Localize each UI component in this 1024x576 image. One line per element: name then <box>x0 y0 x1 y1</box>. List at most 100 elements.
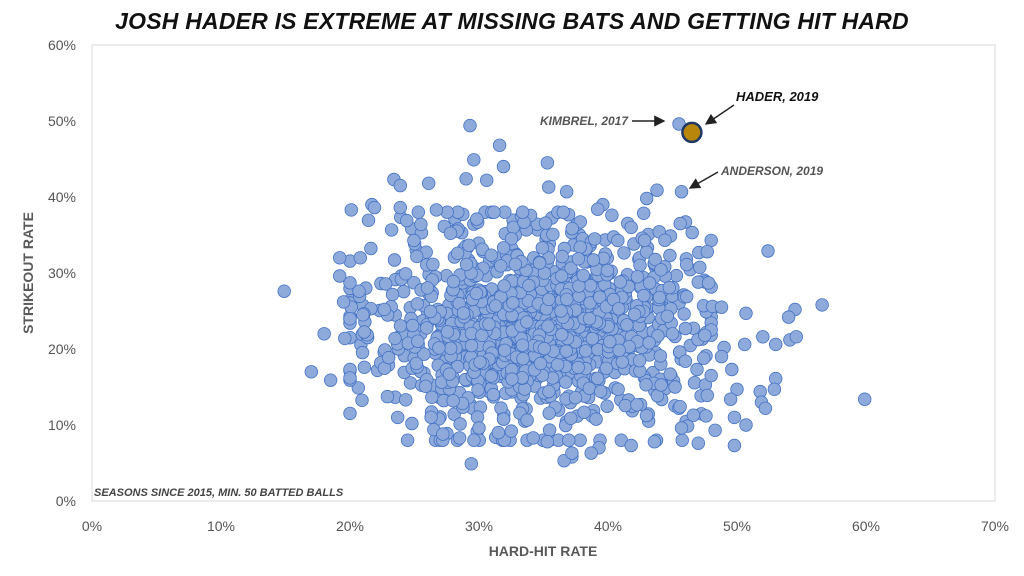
scatter-point <box>637 233 652 248</box>
scatter-point <box>432 341 446 355</box>
anderson-arrow <box>688 171 719 189</box>
scatter-point <box>677 307 691 321</box>
plot-area <box>91 44 996 502</box>
hader-arrow <box>704 104 735 125</box>
scatter-point <box>658 233 672 247</box>
scatter-point <box>462 238 476 253</box>
scatter-point <box>582 381 597 396</box>
y-tick-label: 60% <box>48 37 76 53</box>
scatter-point <box>758 401 773 416</box>
scatter-point <box>680 257 694 272</box>
scatter-point <box>515 338 530 352</box>
scatter-point <box>686 408 701 422</box>
scatter-point <box>700 244 715 259</box>
scatter-point <box>560 184 574 199</box>
scatter-point <box>637 288 651 303</box>
scatter-point <box>397 284 411 299</box>
scatter-point <box>612 302 626 316</box>
scatter-point <box>668 380 682 394</box>
scatter-point <box>756 330 770 344</box>
scatter-point <box>691 436 706 450</box>
scatter-point <box>453 417 467 431</box>
scatter-point <box>535 241 550 255</box>
scatter-point <box>573 240 587 254</box>
scatter-point <box>504 232 519 246</box>
scatter-point <box>639 408 654 423</box>
scatter-point <box>564 261 578 275</box>
chart-note: SEASONS SINCE 2015, MIN. 50 BATTED BALLS <box>94 487 344 499</box>
y-tick-label: 40% <box>48 189 76 205</box>
scatter-point <box>678 354 693 368</box>
scatter-point <box>727 410 742 425</box>
scatter-point <box>497 279 511 293</box>
scatter-point <box>767 382 782 397</box>
scatter-point <box>494 401 508 415</box>
x-axis-label: HARD-HIT RATE <box>489 543 598 559</box>
scatter-point <box>564 411 578 426</box>
scatter-point <box>651 329 665 343</box>
scatter-point <box>565 446 579 460</box>
scatter-point <box>355 345 370 360</box>
scatter-point <box>492 138 507 153</box>
scatter-point <box>405 416 419 431</box>
scatter-point <box>652 290 667 305</box>
scatter-point <box>440 205 454 219</box>
scatter-point <box>559 344 574 358</box>
scatter-point <box>400 213 414 228</box>
scatter-point <box>520 315 534 329</box>
scatter-point <box>456 306 471 320</box>
scatter-point <box>475 328 489 343</box>
scatter-point <box>588 232 602 246</box>
scatter-point <box>637 206 651 221</box>
x-tick-label: 20% <box>336 518 364 534</box>
scatter-point <box>344 203 359 217</box>
scatter-point <box>459 257 474 272</box>
scatter-point <box>727 438 742 453</box>
scatter-point <box>380 389 395 404</box>
scatter-point <box>617 246 631 260</box>
scatter-point <box>444 341 458 356</box>
scatter-point <box>382 350 396 365</box>
x-tick-label: 10% <box>207 518 235 534</box>
scatter-point <box>473 355 487 369</box>
scatter-point <box>486 387 501 402</box>
scatter-point <box>540 156 555 170</box>
scatter-point <box>673 216 687 231</box>
scatter-point <box>488 299 503 313</box>
scatter-point <box>546 227 560 242</box>
scatter-point <box>338 331 352 346</box>
scatter-point <box>542 292 556 307</box>
scatter-point <box>690 362 704 377</box>
scatter-point <box>398 267 413 281</box>
scatter-point <box>317 327 331 341</box>
scatter-point <box>423 304 438 319</box>
scatter-point <box>653 349 668 363</box>
scatter-point <box>491 425 506 440</box>
scatter-point <box>418 379 433 394</box>
scatter-point <box>355 393 369 408</box>
scatter-point <box>393 178 408 193</box>
scatter-point <box>578 344 593 358</box>
scatter-point <box>576 268 590 283</box>
scatter-point <box>459 172 473 186</box>
scatter-point <box>452 431 467 445</box>
scatter-point <box>496 412 511 426</box>
scatter-point <box>411 205 426 219</box>
scatter-point <box>541 319 555 333</box>
scatter-point <box>480 173 494 188</box>
scatter-point <box>815 298 829 312</box>
scatter-point <box>542 406 556 420</box>
scatter-point <box>304 365 319 379</box>
scatter-point <box>730 382 744 397</box>
scatter-point <box>642 276 657 290</box>
scatter-point <box>379 277 393 291</box>
scatter-point <box>526 431 540 445</box>
scatter-point <box>674 421 689 435</box>
scatter-point <box>582 312 597 326</box>
scatter-point <box>556 205 571 219</box>
annotations: KIMBREL, 2017 HADER, 2019 ANDERSON, 2019 <box>540 89 823 189</box>
scatter-point <box>393 200 408 215</box>
scatter-point <box>367 200 382 215</box>
scatter-point <box>496 241 511 255</box>
